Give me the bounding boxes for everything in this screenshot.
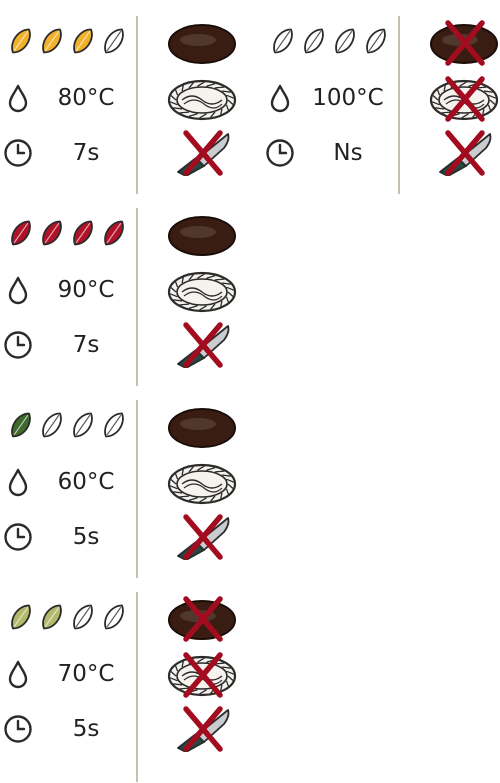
card-divider	[136, 400, 138, 578]
lid-tool	[166, 212, 238, 258]
gaiwan-tool	[166, 76, 238, 122]
droplet-icon	[270, 84, 290, 113]
tea-card-4: 60°C 5s	[0, 384, 250, 578]
temperature-value: 80°C	[57, 85, 115, 111]
card-divider	[136, 592, 138, 782]
not-allowed-cross-icon	[445, 130, 485, 176]
time-value: 7s	[72, 140, 100, 166]
knife-tool	[166, 322, 238, 368]
leaf-icon	[104, 28, 124, 54]
leaf-icon	[42, 28, 62, 54]
tea-card-2: 100°C Ns	[262, 0, 500, 194]
clock-icon	[4, 331, 32, 359]
temperature-value: 100°C	[312, 85, 384, 111]
leaf-icon	[42, 604, 62, 630]
leaf-icon	[273, 28, 293, 54]
leaf-rating	[6, 600, 130, 634]
woven-plate-icon	[167, 463, 237, 505]
tea-card-3: 90°C 7s	[0, 192, 250, 386]
leaf-icon	[73, 412, 93, 438]
lid-tool	[166, 404, 238, 450]
pu-erh-cake-icon	[168, 216, 236, 256]
not-allowed-cross-icon	[183, 652, 223, 698]
gaiwan-tool	[166, 268, 238, 314]
temperature-row: 100°C	[264, 80, 394, 116]
knife-tool	[428, 130, 500, 176]
leaf-rating	[6, 216, 130, 250]
time-value: 5s	[72, 524, 100, 550]
not-allowed-cross-icon	[445, 20, 485, 66]
temperature-row: 80°C	[2, 80, 132, 116]
not-allowed-cross-icon	[183, 322, 223, 368]
not-allowed-cross-icon	[445, 76, 485, 122]
clock-icon	[4, 523, 32, 551]
tea-card-1: 80°C 7s	[0, 0, 250, 194]
lid-tool	[428, 20, 500, 66]
leaf-icon	[104, 412, 124, 438]
leaf-icon	[11, 412, 31, 438]
time-row: 5s	[2, 711, 132, 747]
not-allowed-cross-icon	[183, 596, 223, 642]
temperature-row: 70°C	[2, 656, 132, 692]
clock-icon	[4, 715, 32, 743]
leaf-icon	[335, 28, 355, 54]
not-allowed-cross-icon	[183, 130, 223, 176]
woven-plate-icon	[167, 79, 237, 121]
time-row: Ns	[264, 135, 394, 171]
leaf-icon	[73, 604, 93, 630]
leaf-icon	[104, 220, 124, 246]
clock-icon	[4, 139, 32, 167]
gaiwan-tool	[428, 76, 500, 122]
leaf-icon	[11, 220, 31, 246]
knife-tool	[166, 706, 238, 752]
knife-tool	[166, 130, 238, 176]
droplet-icon	[8, 276, 28, 305]
pu-erh-cake-icon	[168, 24, 236, 64]
card-divider	[136, 16, 138, 194]
temperature-value: 70°C	[57, 661, 115, 687]
time-row: 7s	[2, 327, 132, 363]
leaf-rating	[6, 408, 130, 442]
tea-card-5: 70°C 5s	[0, 576, 250, 782]
leaf-icon	[73, 220, 93, 246]
card-divider	[398, 16, 400, 194]
leaf-icon	[11, 28, 31, 54]
droplet-icon	[8, 468, 28, 497]
time-value: 5s	[72, 716, 100, 742]
leaf-rating	[268, 24, 392, 58]
clock-icon	[266, 139, 294, 167]
knife-tool	[166, 514, 238, 560]
not-allowed-cross-icon	[183, 514, 223, 560]
leaf-icon	[11, 604, 31, 630]
droplet-icon	[8, 660, 28, 689]
lid-tool	[166, 596, 238, 642]
time-value: Ns	[333, 140, 363, 166]
time-row: 5s	[2, 519, 132, 555]
pu-erh-cake-icon	[168, 408, 236, 448]
time-value: 7s	[72, 332, 100, 358]
droplet-icon	[8, 84, 28, 113]
temperature-value: 60°C	[57, 469, 115, 495]
gaiwan-tool	[166, 652, 238, 698]
time-row: 7s	[2, 135, 132, 171]
woven-plate-icon	[167, 271, 237, 313]
leaf-rating	[6, 24, 130, 58]
leaf-icon	[42, 220, 62, 246]
leaf-icon	[104, 604, 124, 630]
lid-tool	[166, 20, 238, 66]
leaf-icon	[42, 412, 62, 438]
gaiwan-tool	[166, 460, 238, 506]
not-allowed-cross-icon	[183, 706, 223, 752]
leaf-icon	[366, 28, 386, 54]
temperature-row: 60°C	[2, 464, 132, 500]
card-divider	[136, 208, 138, 386]
leaf-icon	[304, 28, 324, 54]
temperature-value: 90°C	[57, 277, 115, 303]
leaf-icon	[73, 28, 93, 54]
temperature-row: 90°C	[2, 272, 132, 308]
